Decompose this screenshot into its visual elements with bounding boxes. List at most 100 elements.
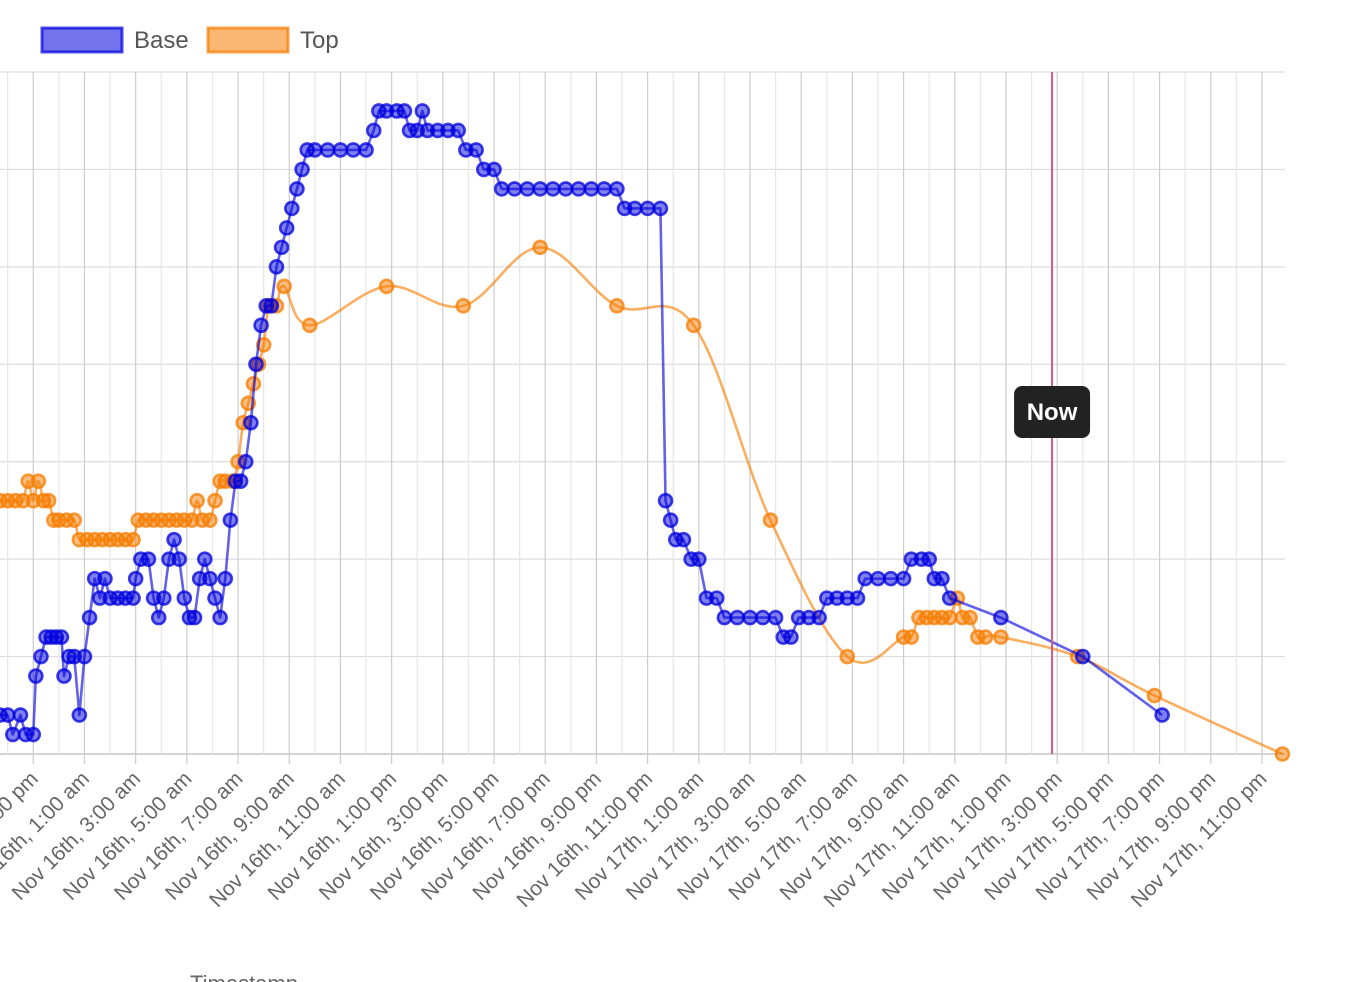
data-point-base[interactable] — [156, 590, 172, 606]
data-point-top[interactable] — [977, 629, 994, 645]
data-point-top[interactable] — [125, 531, 141, 548]
data-point-base[interactable] — [545, 181, 561, 197]
data-point-top[interactable] — [962, 609, 978, 626]
data-point-base[interactable] — [609, 181, 625, 197]
data-point-base[interactable] — [742, 609, 758, 626]
data-point-base[interactable] — [319, 142, 336, 158]
data-point-base[interactable] — [755, 609, 771, 626]
data-point-top[interactable] — [255, 336, 272, 353]
data-point-base[interactable] — [232, 473, 249, 490]
data-point-base[interactable] — [450, 122, 466, 139]
data-point-top[interactable] — [189, 492, 205, 509]
data-point-base[interactable] — [811, 609, 827, 626]
data-point-base[interactable] — [691, 551, 707, 567]
data-point-base[interactable] — [212, 609, 228, 626]
data-point-base[interactable] — [33, 648, 49, 665]
data-point-base[interactable] — [53, 629, 70, 645]
data-point-base[interactable] — [657, 492, 674, 509]
data-point-top[interactable] — [839, 648, 856, 665]
data-point-base[interactable] — [237, 453, 254, 470]
data-point-base[interactable] — [4, 726, 21, 743]
data-point-base[interactable] — [217, 570, 234, 587]
data-point-base[interactable] — [583, 181, 600, 197]
data-point-base[interactable] — [849, 590, 866, 606]
data-point-base[interactable] — [468, 142, 484, 158]
data-point-base[interactable] — [81, 609, 98, 626]
data-point-base[interactable] — [506, 181, 523, 197]
data-point-top[interactable] — [685, 317, 702, 334]
data-point-base[interactable] — [71, 707, 88, 723]
data-point-top[interactable] — [30, 473, 47, 490]
data-point-base[interactable] — [486, 161, 502, 178]
data-point-base[interactable] — [627, 200, 643, 217]
data-point-base[interactable] — [0, 707, 16, 723]
data-point-base[interactable] — [358, 142, 374, 158]
data-point-top[interactable] — [455, 298, 472, 314]
data-point-top[interactable] — [202, 512, 218, 528]
data-point-base[interactable] — [652, 200, 669, 217]
data-point-base[interactable] — [993, 609, 1009, 626]
data-point-base[interactable] — [365, 122, 382, 139]
data-point-base[interactable] — [767, 609, 784, 626]
data-point-base[interactable] — [414, 103, 431, 119]
data-point-base[interactable] — [895, 570, 912, 587]
data-point-base[interactable] — [207, 590, 223, 606]
data-point-base[interactable] — [176, 590, 193, 606]
data-point-base[interactable] — [596, 181, 612, 197]
data-point-base[interactable] — [76, 648, 93, 665]
data-point-base[interactable] — [127, 570, 144, 587]
data-point-base[interactable] — [519, 181, 536, 197]
data-point-base[interactable] — [716, 609, 733, 626]
data-point-top[interactable] — [609, 298, 625, 314]
data-point-top[interactable] — [378, 278, 395, 295]
data-point-base[interactable] — [294, 161, 310, 178]
data-point-base[interactable] — [278, 220, 295, 236]
legend-item-base[interactable]: Base — [40, 26, 189, 54]
data-point-top[interactable] — [1274, 746, 1291, 762]
legend-item-top[interactable]: Top — [206, 26, 339, 54]
data-point-base[interactable] — [708, 590, 725, 606]
data-point-base[interactable] — [28, 668, 44, 684]
data-point-base[interactable] — [1074, 648, 1091, 665]
data-point-top[interactable] — [40, 492, 57, 509]
data-point-top[interactable] — [66, 512, 83, 528]
data-point-base[interactable] — [253, 317, 269, 334]
data-point-top[interactable] — [941, 609, 958, 626]
data-point-base[interactable] — [870, 570, 886, 587]
data-point-top[interactable] — [762, 512, 779, 528]
data-point-base[interactable] — [150, 609, 167, 626]
data-point-base[interactable] — [921, 551, 937, 567]
data-point-top[interactable] — [993, 629, 1009, 645]
data-point-base[interactable] — [268, 259, 285, 275]
data-point-top[interactable] — [532, 239, 548, 256]
data-point-base[interactable] — [56, 668, 72, 684]
data-point-top[interactable] — [276, 278, 292, 295]
data-point-base[interactable] — [97, 570, 113, 587]
data-point-base[interactable] — [284, 200, 300, 217]
data-point-base[interactable] — [263, 298, 280, 314]
data-point-top[interactable] — [1146, 687, 1163, 704]
data-point-base[interactable] — [307, 142, 323, 158]
data-point-base[interactable] — [202, 570, 218, 587]
data-point-base[interactable] — [222, 512, 239, 528]
data-point-base[interactable] — [882, 570, 899, 587]
data-point-base[interactable] — [934, 570, 950, 587]
data-point-base[interactable] — [273, 239, 290, 256]
data-point-base[interactable] — [243, 414, 259, 431]
data-point-base[interactable] — [345, 142, 362, 158]
data-point-base[interactable] — [140, 551, 157, 567]
data-point-base[interactable] — [186, 609, 203, 626]
data-point-base[interactable] — [289, 181, 305, 197]
data-point-base[interactable] — [166, 531, 182, 548]
data-point-base[interactable] — [639, 200, 656, 217]
data-point-base[interactable] — [532, 181, 548, 197]
data-point-base[interactable] — [675, 531, 692, 548]
data-point-base[interactable] — [12, 707, 29, 723]
legend[interactable]: Base Top — [40, 26, 339, 54]
data-point-top[interactable] — [903, 629, 920, 645]
data-point-base[interactable] — [941, 590, 958, 606]
data-point-base[interactable] — [662, 512, 679, 528]
data-point-base[interactable] — [171, 551, 187, 567]
data-point-base[interactable] — [729, 609, 746, 626]
data-point-base[interactable] — [493, 181, 510, 197]
